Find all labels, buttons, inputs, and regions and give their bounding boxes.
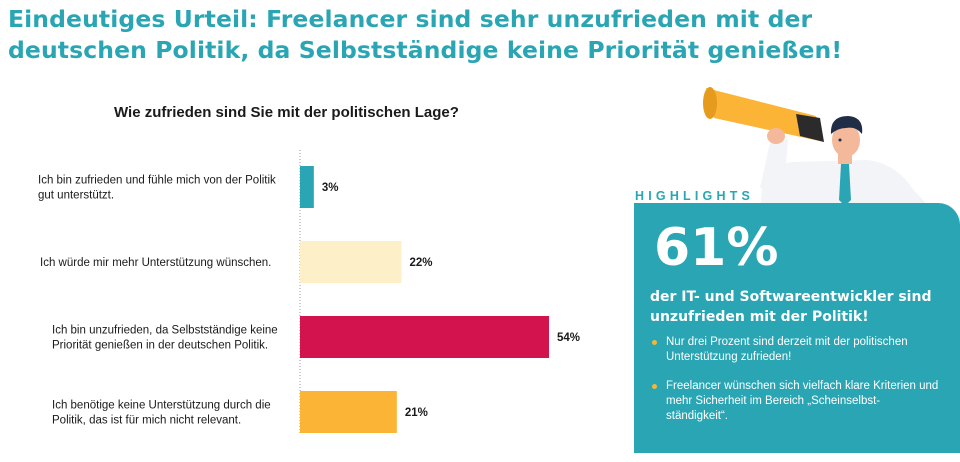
face [832, 123, 860, 157]
eye [838, 138, 842, 142]
value-label: 3% [322, 182, 339, 194]
highlight-big-number: 61% [654, 218, 779, 278]
category-label: Ich würde mir mehr Unterstützung wünsche… [40, 257, 271, 269]
headline: Eindeutiges Urteil: Freelancer sind sehr… [8, 4, 908, 66]
telescope-lens [703, 87, 717, 119]
chart-title: Wie zufrieden sind Sie mit der politisch… [114, 104, 459, 121]
neck [838, 154, 852, 164]
category-label: Ich bin zufrieden und fühle mich von der… [38, 175, 276, 202]
tie [839, 164, 851, 206]
highlight-subtitle: der IT- und Softwareentwickler sind unzu… [650, 289, 932, 325]
telescope-eyepiece [796, 114, 824, 142]
highlights-label: HIGHLIGHTS [635, 189, 755, 203]
list-item: Nur drei Prozent sind derzeit mit der po… [652, 335, 942, 365]
value-label: 54% [557, 332, 580, 344]
headline-line-1: Eindeutiges Urteil: Freelancer sind sehr… [8, 5, 813, 33]
telescope-body [706, 88, 824, 142]
hand [767, 128, 785, 144]
category-label: Ich bin unzufrieden, da Selbstständige k… [52, 325, 278, 352]
bar [300, 241, 402, 283]
bullet-icon [652, 384, 657, 389]
bullet-icon [652, 340, 657, 345]
category-label: Ich benötige keine Unterstützung durch d… [52, 400, 271, 427]
businessman-with-telescope-icon [703, 87, 932, 210]
value-label: 22% [409, 257, 432, 269]
bar [300, 316, 549, 358]
headline-line-2: deutschen Politik, da Selbstständige kei… [8, 36, 843, 64]
bar [300, 166, 314, 208]
highlights-list: Nur drei Prozent sind derzeit mit der po… [652, 335, 942, 438]
bar [300, 391, 397, 433]
highlights-box: 61% der IT- und Softwareentwickler sind … [634, 203, 960, 453]
list-item-text: Nur drei Prozent sind derzeit mit der po… [666, 336, 908, 363]
list-item-text: Freelancer wünschen sich vielfach klare … [666, 380, 939, 422]
hair [830, 116, 863, 134]
raised-arm [760, 136, 788, 190]
list-item: Freelancer wünschen sich vielfach klare … [652, 379, 942, 424]
bar-chart: 3% Ich bin zufrieden und fühle mich von d… [38, 150, 580, 435]
value-label: 21% [405, 407, 428, 419]
